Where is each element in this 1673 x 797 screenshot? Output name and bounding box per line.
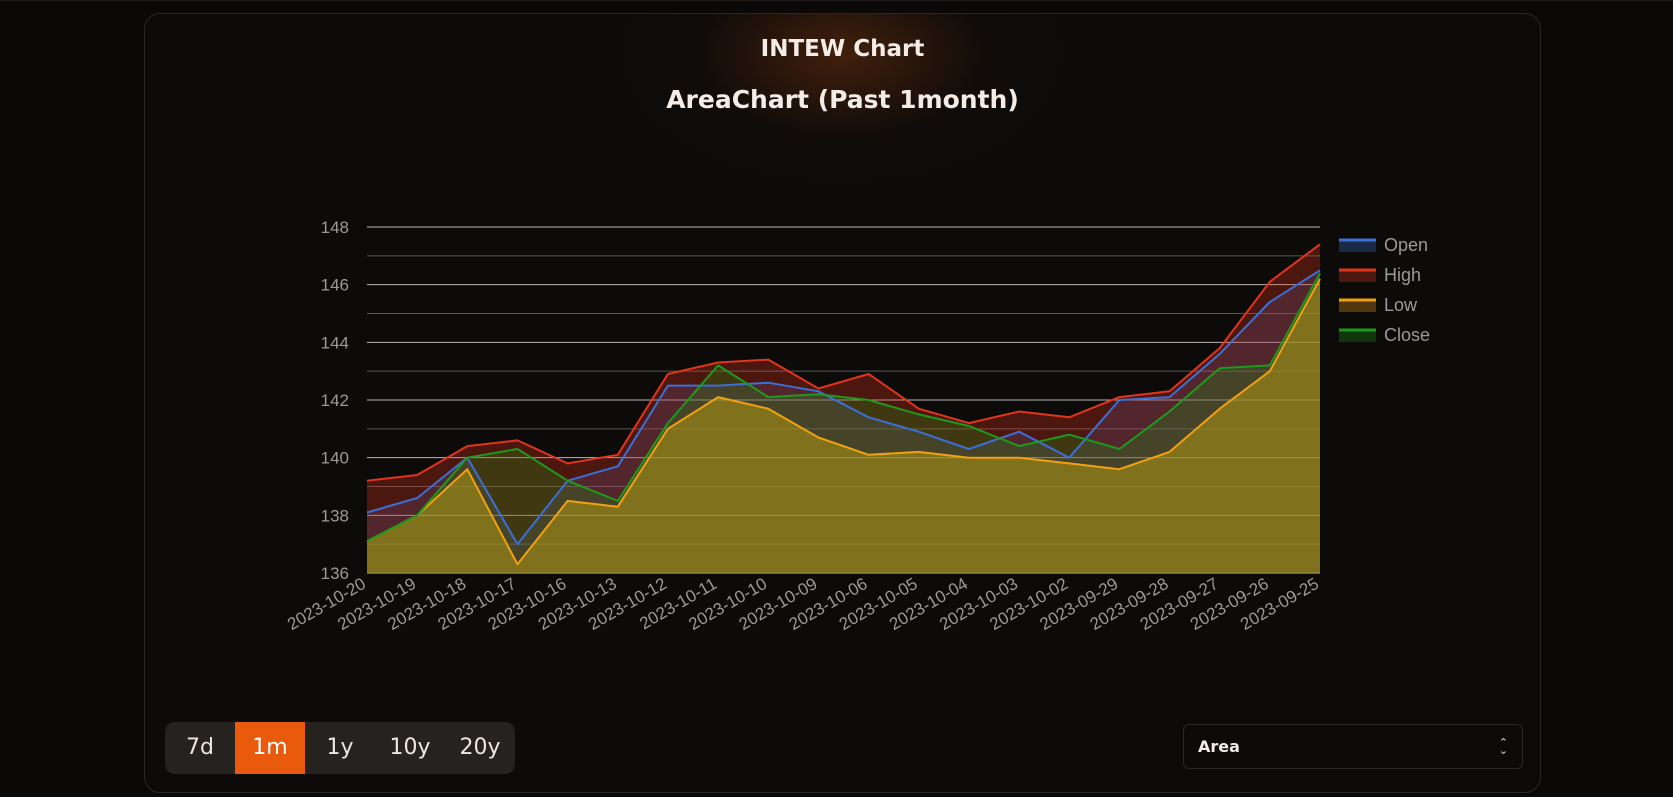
chart-type-value: Area [1198, 737, 1240, 756]
legend-swatch-high [1339, 270, 1376, 282]
legend-label-low: Low [1384, 295, 1418, 315]
chart-type-select[interactable]: Area ⌃ ⌄ [1183, 724, 1523, 769]
legend-label-high: High [1384, 265, 1421, 285]
legend-label-open: Open [1384, 235, 1428, 255]
grid-lines [367, 226, 1320, 574]
legend-label-close: Close [1384, 325, 1430, 345]
range-selector: 7d 1m 1y 10y 20y [165, 722, 515, 774]
chart-card: INTEW Chart AreaChart (Past 1month) 136 1… [144, 13, 1541, 793]
line-open [366, 269, 1321, 546]
y-tick-label: 136 [321, 564, 349, 583]
y-tick-label: 144 [321, 333, 349, 352]
y-tick-label: 142 [321, 391, 349, 410]
line-high [366, 243, 1321, 482]
range-button-10y[interactable]: 10y [389, 735, 431, 760]
range-button-7d[interactable]: 7d [186, 735, 214, 760]
top-divider [0, 0, 1673, 1]
chart-title: INTEW Chart [760, 36, 925, 62]
y-tick-label: 146 [321, 276, 349, 295]
range-button-1m[interactable]: 1m [235, 722, 305, 774]
line-close [366, 272, 1321, 543]
chart-subtitle: AreaChart (Past 1month) [666, 85, 1019, 114]
area-low [367, 278, 1320, 573]
y-tick-label: 148 [321, 218, 349, 237]
line-low [366, 278, 1321, 566]
legend-swatch-close [1339, 330, 1376, 342]
legend-swatch-open [1339, 240, 1376, 252]
y-tick-label: 140 [321, 449, 349, 468]
legend-swatch-low [1339, 300, 1376, 312]
range-button-1y[interactable]: 1y [326, 735, 354, 760]
chart-legend: Open High Low Close [1339, 235, 1430, 345]
y-tick-label: 138 [321, 506, 349, 525]
area-chart: 1361381401421441461482023-10-202023-10-1… [284, 218, 1430, 634]
area-close [367, 273, 1320, 573]
range-button-20y[interactable]: 20y [459, 735, 501, 760]
chevron-up-down-icon: ⌃ ⌄ [1498, 735, 1508, 757]
